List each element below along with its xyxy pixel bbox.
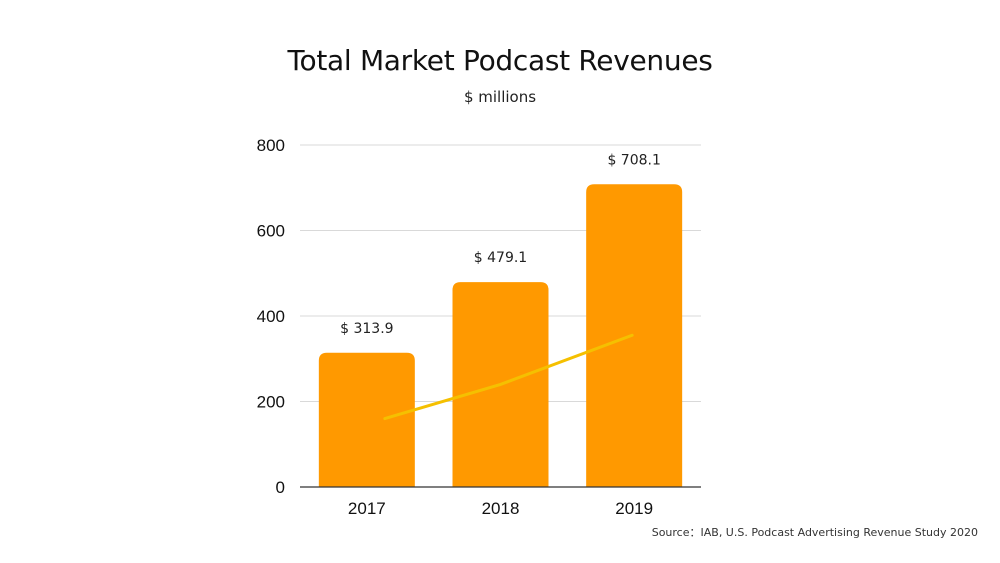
x-tick-label: 2017	[348, 499, 386, 518]
x-tick-label: 2018	[482, 499, 520, 518]
y-tick-label: 400	[257, 307, 285, 326]
trend-line	[383, 333, 634, 421]
bar	[318, 352, 415, 487]
y-tick-label: 0	[276, 478, 285, 497]
data-label: $ 708.1	[607, 152, 660, 168]
x-tick-label: 2019	[615, 499, 653, 518]
y-tick-label: 200	[257, 393, 285, 412]
chart-subtitle: $ millions	[463, 88, 537, 106]
chart-title: Total Market Podcast Revenues	[287, 44, 713, 77]
bar	[586, 184, 683, 488]
data-label: $ 479.1	[474, 250, 527, 266]
y-tick-label: 800	[257, 136, 285, 155]
source-note: Source：IAB, U.S. Podcast Advertising Rev…	[651, 526, 978, 539]
y-tick-label: 600	[257, 222, 285, 241]
data-label: $ 313.9	[340, 321, 393, 337]
